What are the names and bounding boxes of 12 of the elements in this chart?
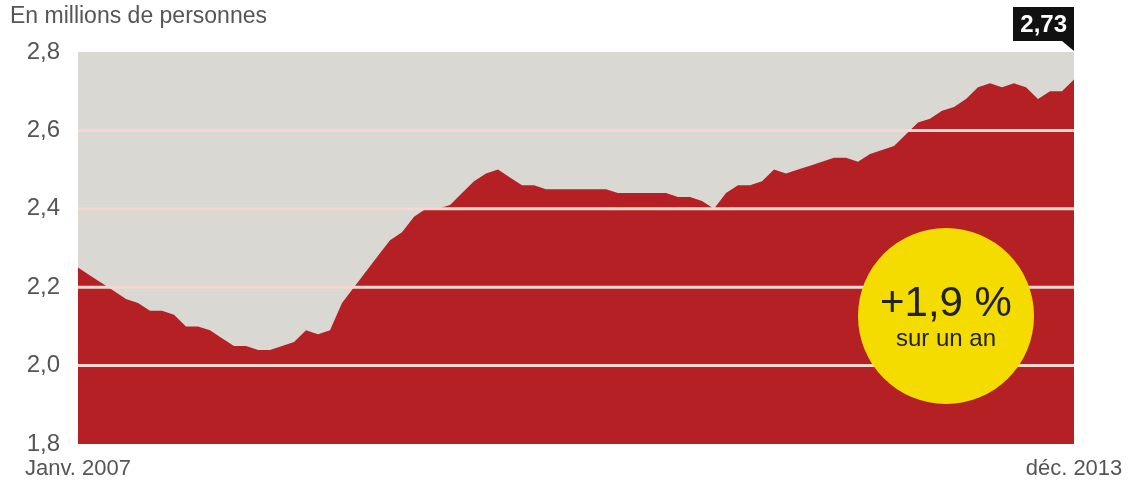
y-tick-label: 1,8 bbox=[26, 428, 60, 456]
y-tick-label: 2,2 bbox=[26, 271, 60, 299]
chart-title: En millions de personnes bbox=[10, 2, 267, 29]
x-tick-label: Janv. 2007 bbox=[24, 455, 132, 481]
y-tick-label: 2,8 bbox=[26, 36, 60, 64]
annotation: sur un an bbox=[895, 324, 997, 352]
annotation: 2,73 bbox=[1013, 7, 1074, 42]
y-tick-label: 2,0 bbox=[26, 350, 60, 378]
x-tick-label: déc. 2013 bbox=[1025, 455, 1123, 481]
y-tick-label: 2,4 bbox=[26, 193, 60, 221]
y-tick-label: 2,6 bbox=[26, 115, 60, 143]
annotation: +1,9 % bbox=[880, 278, 1012, 325]
